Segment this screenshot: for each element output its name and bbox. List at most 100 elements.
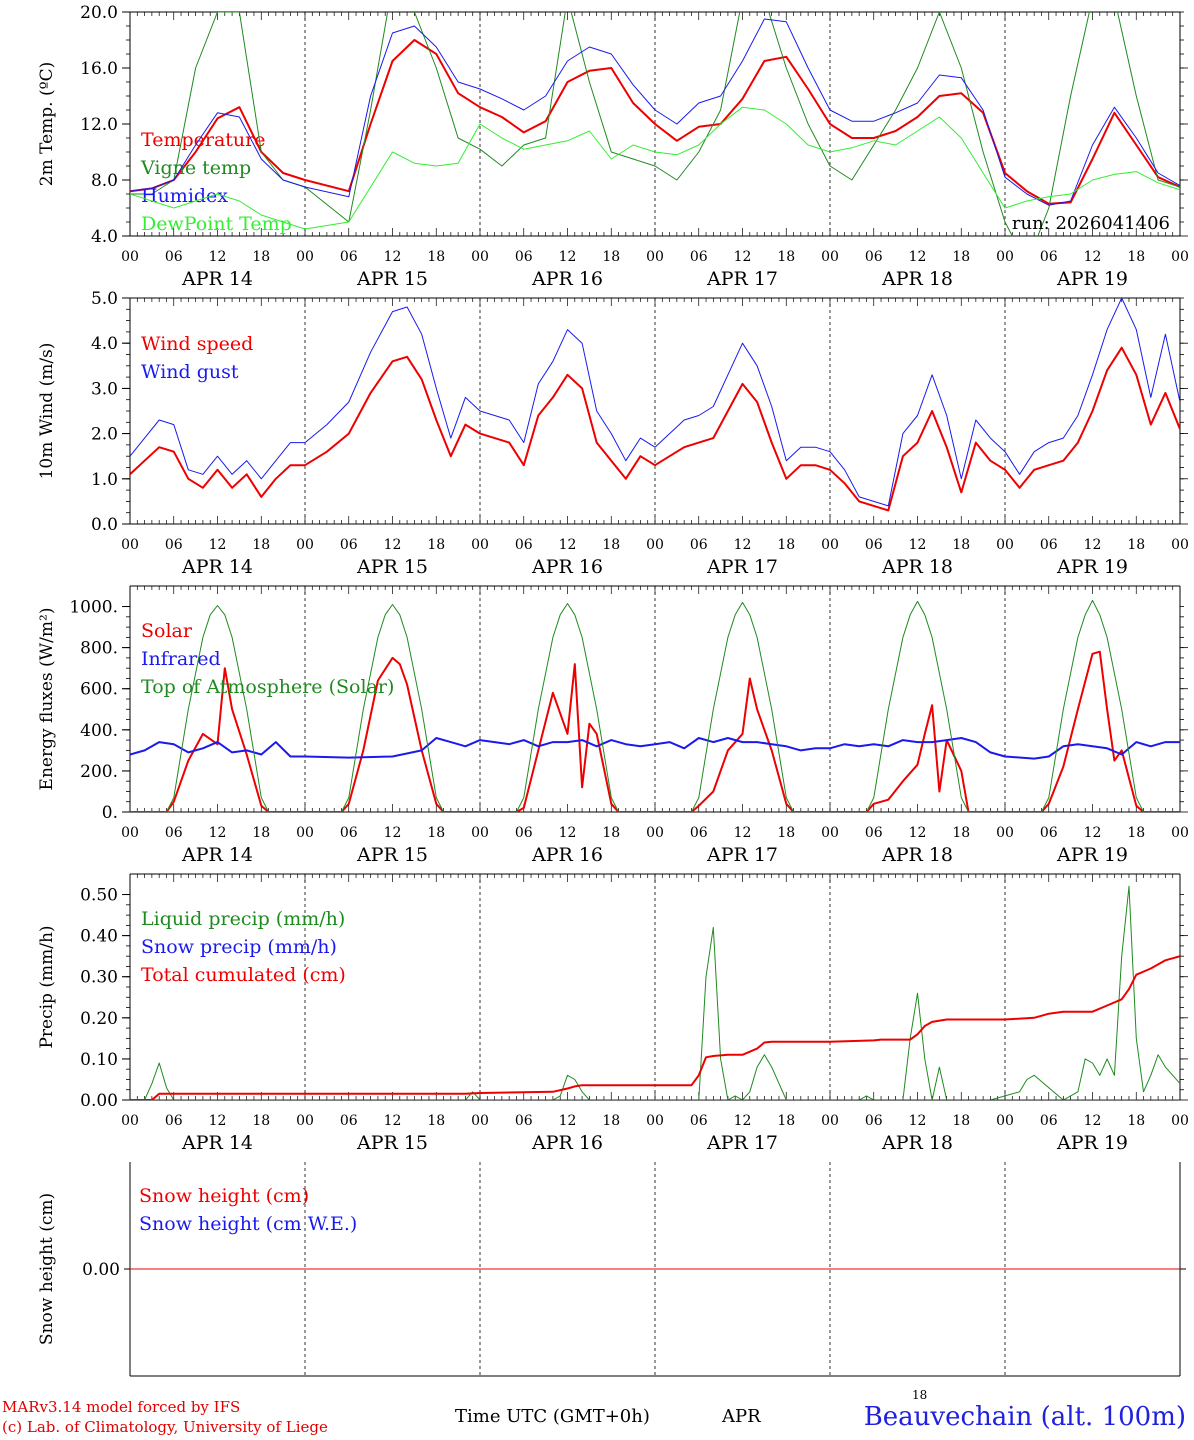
precip-hour-label: 12 (734, 1113, 752, 1129)
energy-y-tick-label: 1000. (69, 598, 118, 618)
wind-y-tick-label: 4.0 (91, 334, 118, 354)
precip-day-label: APR 19 (1056, 1132, 1128, 1154)
temp-day-label: APR 19 (1056, 268, 1128, 290)
temp-hour-label: 00 (296, 249, 314, 265)
snow-y-tick-label: 0.00 (82, 1260, 120, 1280)
precip-y-tick-label: 0.00 (80, 1091, 118, 1111)
wind-hour-label: 00 (121, 537, 139, 553)
wind-legend-item: Wind gust (141, 361, 239, 383)
wind-hour-label: 06 (515, 537, 533, 553)
precip-hour-label: 18 (427, 1113, 445, 1129)
precip-hour-label: 06 (690, 1113, 708, 1129)
temp-hour-label: 00 (121, 249, 139, 265)
energy-hour-label: 18 (1127, 825, 1145, 841)
precip-hour-label: 06 (515, 1113, 533, 1129)
energy-hour-label: 00 (121, 825, 139, 841)
precip-y-tick-label: 0.20 (80, 1009, 118, 1029)
temp-day-label: APR 14 (181, 268, 253, 290)
precip-legend-item: Total cumulated (cm) (141, 964, 346, 986)
wind-y-tick-label: 1.0 (91, 470, 118, 490)
temp-legend-item: Temperature (141, 129, 265, 151)
energy-legend-item: Infrared (141, 648, 221, 670)
energy-hour-label: 06 (165, 825, 183, 841)
precip-hour-label: 18 (1127, 1113, 1145, 1129)
temp-day-label: APR 15 (356, 268, 428, 290)
temp-day-label: APR 16 (531, 268, 603, 290)
temp-hour-label: 12 (209, 249, 227, 265)
wind-hour-label: 12 (1084, 537, 1102, 553)
wind-legend-item: Wind speed (141, 333, 253, 355)
temp-y-tick-label: 8.0 (91, 171, 118, 191)
energy-series-infrared (130, 737, 1180, 760)
wind-hour-label: 06 (865, 537, 883, 553)
precip-hour-label: 06 (165, 1113, 183, 1129)
energy-hour-label: 06 (1040, 825, 1058, 841)
precip-hour-label: 12 (384, 1113, 402, 1129)
temp-hour-label: 12 (1084, 249, 1102, 265)
temp-y-tick-label: 12.0 (80, 115, 118, 135)
temp-run-annotation: run: 2026041406 (1012, 213, 1170, 234)
temp-y-tick-label: 16.0 (80, 59, 118, 79)
precip-hour-label: 12 (909, 1113, 927, 1129)
wind-hour-label: 06 (165, 537, 183, 553)
wind-hour-label: 00 (1171, 537, 1189, 553)
precip-series-total-cumulated-cm (130, 955, 1180, 1100)
precip-hour-label: 18 (952, 1113, 970, 1129)
wind-series-wind-gust (130, 298, 1180, 507)
precip-day-label: APR 16 (531, 1132, 603, 1154)
energy-hour-label: 00 (821, 825, 839, 841)
temp-legend-item: DewPoint Temp (141, 213, 292, 235)
temp-hour-label: 12 (734, 249, 752, 265)
energy-day-label: APR 18 (881, 844, 953, 866)
energy-day-label: APR 14 (181, 844, 253, 866)
wind-hour-label: 06 (340, 537, 358, 553)
wind-series-wind-speed (130, 346, 1180, 512)
temp-legend-item: Vigne temp (140, 157, 251, 179)
snow-legend-item: Snow height (cm) (139, 1185, 309, 1207)
wind-hour-label: 18 (252, 537, 270, 553)
precip-day-label: APR 14 (181, 1132, 253, 1154)
temp-hour-label: 18 (1127, 249, 1145, 265)
wind-day-label: APR 18 (881, 556, 953, 578)
wind-hour-label: 12 (209, 537, 227, 553)
precip-hour-label: 06 (865, 1113, 883, 1129)
precip-y-tick-label: 0.30 (80, 968, 118, 988)
precip-hour-label: 00 (471, 1113, 489, 1129)
wind-hour-label: 12 (909, 537, 927, 553)
temp-hour-label: 00 (821, 249, 839, 265)
temp-hour-label: 00 (996, 249, 1014, 265)
temp-y-axis-title: 2m Temp. (ºC) (37, 62, 57, 187)
wind-hour-label: 12 (734, 537, 752, 553)
temp-hour-label: 12 (909, 249, 927, 265)
energy-hour-label: 18 (252, 825, 270, 841)
temp-hour-label: 18 (952, 249, 970, 265)
energy-day-label: APR 19 (1056, 844, 1128, 866)
temp-hour-label: 00 (471, 249, 489, 265)
wind-hour-label: 12 (384, 537, 402, 553)
precip-hour-label: 18 (777, 1113, 795, 1129)
wind-hour-label: 00 (996, 537, 1014, 553)
energy-day-label: APR 17 (706, 844, 778, 866)
station-title: Beauvechain (alt. 100m) (863, 1402, 1186, 1432)
precip-legend-item: Snow precip (mm/h) (141, 936, 337, 958)
wind-y-tick-label: 3.0 (91, 379, 118, 399)
precip-hour-label: 18 (602, 1113, 620, 1129)
temp-hour-label: 06 (340, 249, 358, 265)
wind-hour-label: 18 (602, 537, 620, 553)
wind-hour-label: 18 (1127, 537, 1145, 553)
precip-hour-label: 06 (1040, 1113, 1058, 1129)
energy-hour-label: 06 (340, 825, 358, 841)
day-marker: 18 (912, 1388, 928, 1402)
wind-hour-label: 00 (471, 537, 489, 553)
temp-hour-label: 06 (865, 249, 883, 265)
precip-legend-item: Liquid precip (mm/h) (141, 908, 345, 930)
energy-y-tick-label: 400. (80, 721, 118, 741)
precip-y-tick-label: 0.40 (80, 927, 118, 947)
temp-hour-label: 12 (559, 249, 577, 265)
energy-hour-label: 18 (777, 825, 795, 841)
wind-y-tick-label: 2.0 (91, 425, 118, 445)
wind-day-label: APR 15 (356, 556, 428, 578)
temp-series-temperature (130, 39, 1180, 205)
temp-hour-label: 06 (1040, 249, 1058, 265)
precip-hour-label: 00 (121, 1113, 139, 1129)
